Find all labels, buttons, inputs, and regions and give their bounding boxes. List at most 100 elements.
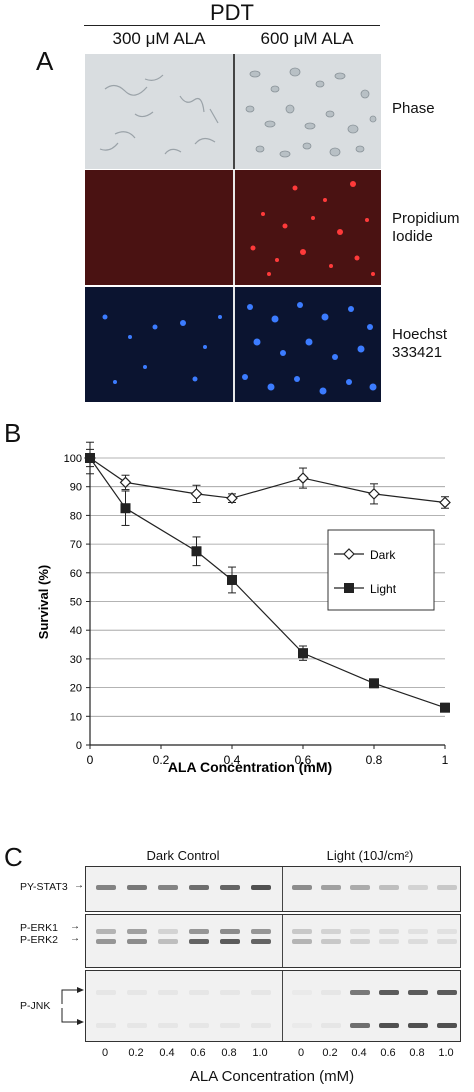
band-erk-erk1-lane-1: [127, 929, 147, 934]
band-jnk-lower-lane-9: [379, 1023, 399, 1028]
band-jnk-lower-lane-2: [158, 1023, 178, 1028]
band-jnk-lower-lane-3: [189, 1023, 209, 1028]
x-axis-label: ALA Concentration (mM): [168, 759, 332, 775]
survival-chart: 0 10 20 30 40 50 60 70 80 90 100 0 0.2 0.4 0.6 0.8 1 Su…: [36, 441, 451, 775]
lane-label-0: 0: [101, 1047, 109, 1059]
ytick-label-30: 30: [70, 654, 82, 666]
point-light-4: [298, 648, 308, 659]
group-label-dark: Dark Control: [146, 848, 220, 863]
band-stat3-a-lane-8: [350, 885, 370, 890]
arrow-p-erk1: →: [70, 921, 80, 932]
band-stat3-a-lane-7: [321, 885, 341, 890]
col-header-600: 600 μM ALA: [260, 29, 354, 48]
band-stat3-a-lane-2: [158, 885, 178, 890]
lane-label-3: 0.6: [190, 1047, 206, 1059]
band-jnk-lower-lane-5: [251, 1023, 271, 1028]
band-jnk-upper-lane-6: [292, 990, 312, 995]
xtick-label-1: 1: [442, 753, 449, 767]
lane-label-1: 0.2: [128, 1047, 144, 1059]
band-jnk-upper-lane-0: [96, 990, 116, 995]
lane-label-7: 0.2: [322, 1047, 338, 1059]
band-erk-erk2-lane-0: [96, 939, 116, 944]
band-jnk-lower-lane-4: [220, 1023, 240, 1028]
xtick-label-0.4: 0.4: [224, 753, 241, 767]
label-py-stat3: PY-STAT3: [20, 881, 68, 893]
ytick-label-50: 50: [70, 597, 82, 609]
band-erk-erk1-lane-8: [350, 929, 370, 934]
band-jnk-upper-lane-10: [408, 990, 428, 995]
band-erk-erk1-lane-6: [292, 929, 312, 934]
xtick-label-0.2: 0.2: [153, 753, 170, 767]
ytick-label-100: 100: [64, 453, 82, 465]
band-stat3-a-lane-10: [408, 885, 428, 890]
row-label-phase: Phase: [392, 100, 435, 117]
band-erk-erk1-lane-11: [437, 929, 457, 934]
band-stat3-a-lane-9: [379, 885, 399, 890]
band-erk-erk2-lane-9: [379, 939, 399, 944]
band-jnk-upper-lane-3: [189, 990, 209, 995]
point-light-2: [191, 546, 202, 557]
band-jnk-lower-lane-8: [350, 1023, 370, 1028]
band-stat3-a-lane-6: [292, 885, 312, 890]
band-jnk-lower-lane-1: [127, 1023, 147, 1028]
xtick-label-0.6: 0.6: [295, 753, 312, 767]
band-erk-erk2-lane-11: [437, 939, 457, 944]
band-erk-erk1-lane-7: [321, 929, 341, 934]
ytick-label-80: 80: [70, 510, 82, 522]
jnk-bracket-arrows: [61, 987, 84, 1025]
band-erk-erk1-lane-10: [408, 929, 428, 934]
band-jnk-upper-lane-1: [127, 990, 147, 995]
lane-label-11: 1.0: [438, 1047, 454, 1059]
legend-dark-label: Dark: [370, 548, 396, 562]
row-label-hoechst: Hoechst 333421: [392, 326, 448, 361]
ytick-label-0: 0: [76, 740, 82, 752]
band-jnk-upper-lane-8: [350, 990, 370, 995]
label-p-jnk: P-JNK: [20, 1000, 51, 1012]
ytick-label-70: 70: [70, 539, 82, 551]
point-dark-2: [190, 488, 203, 500]
point-dark-1: [119, 476, 132, 489]
band-jnk-lower-lane-6: [292, 1023, 312, 1028]
blot-p-erk: [85, 914, 461, 968]
band-jnk-lower-lane-0: [96, 1023, 116, 1028]
y-axis-label: Survival (%): [36, 565, 51, 639]
row-label-propidium: Propidium Iodide: [392, 210, 460, 245]
band-erk-erk1-lane-3: [189, 929, 209, 934]
lane-label-10: 0.8: [409, 1047, 425, 1059]
point-dark-3: [226, 492, 238, 505]
point-light-1: [120, 503, 131, 514]
lane-label-8: 0.4: [351, 1047, 367, 1059]
ytick-label-20: 20: [70, 683, 82, 695]
band-erk-erk2-lane-5: [251, 939, 271, 944]
hoechst-image-row: [85, 287, 381, 402]
point-dark-6: [439, 496, 451, 509]
label-p-erk1: P-ERK1: [20, 922, 58, 934]
band-erk-erk1-lane-4: [220, 929, 240, 934]
label-p-erk2: P-ERK2: [20, 934, 58, 946]
ytick-label-60: 60: [70, 568, 82, 580]
series-line-dark: [89, 457, 446, 504]
point-dark-4: [297, 472, 309, 484]
band-erk-erk2-lane-4: [220, 939, 240, 944]
ytick-label-90: 90: [70, 482, 82, 494]
arrow-p-erk2: →: [70, 933, 80, 944]
band-stat3-a-lane-4: [220, 885, 240, 890]
group-label-light: Light (10J/cm²): [326, 848, 414, 863]
ytick-label-40: 40: [70, 625, 82, 637]
band-jnk-lower-lane-7: [321, 1023, 341, 1028]
band-erk-erk2-lane-1: [127, 939, 147, 944]
band-stat3-a-lane-11: [437, 885, 457, 890]
panel-b-letter: B: [4, 418, 22, 448]
legend-light-marker: [344, 583, 354, 593]
point-light-5: [369, 678, 379, 689]
band-erk-erk2-lane-8: [350, 939, 370, 944]
col-header-300: 300 μM ALA: [112, 29, 206, 48]
point-light-3: [227, 574, 237, 585]
band-jnk-lower-lane-11: [437, 1023, 457, 1028]
point-light-6: [440, 702, 450, 713]
band-stat3-a-lane-5: [251, 885, 271, 890]
band-erk-erk2-lane-7: [321, 939, 341, 944]
lane-label-2: 0.4: [159, 1047, 175, 1059]
arrow-py-stat3: →: [74, 880, 84, 891]
pdt-title: PDT: [210, 0, 254, 25]
